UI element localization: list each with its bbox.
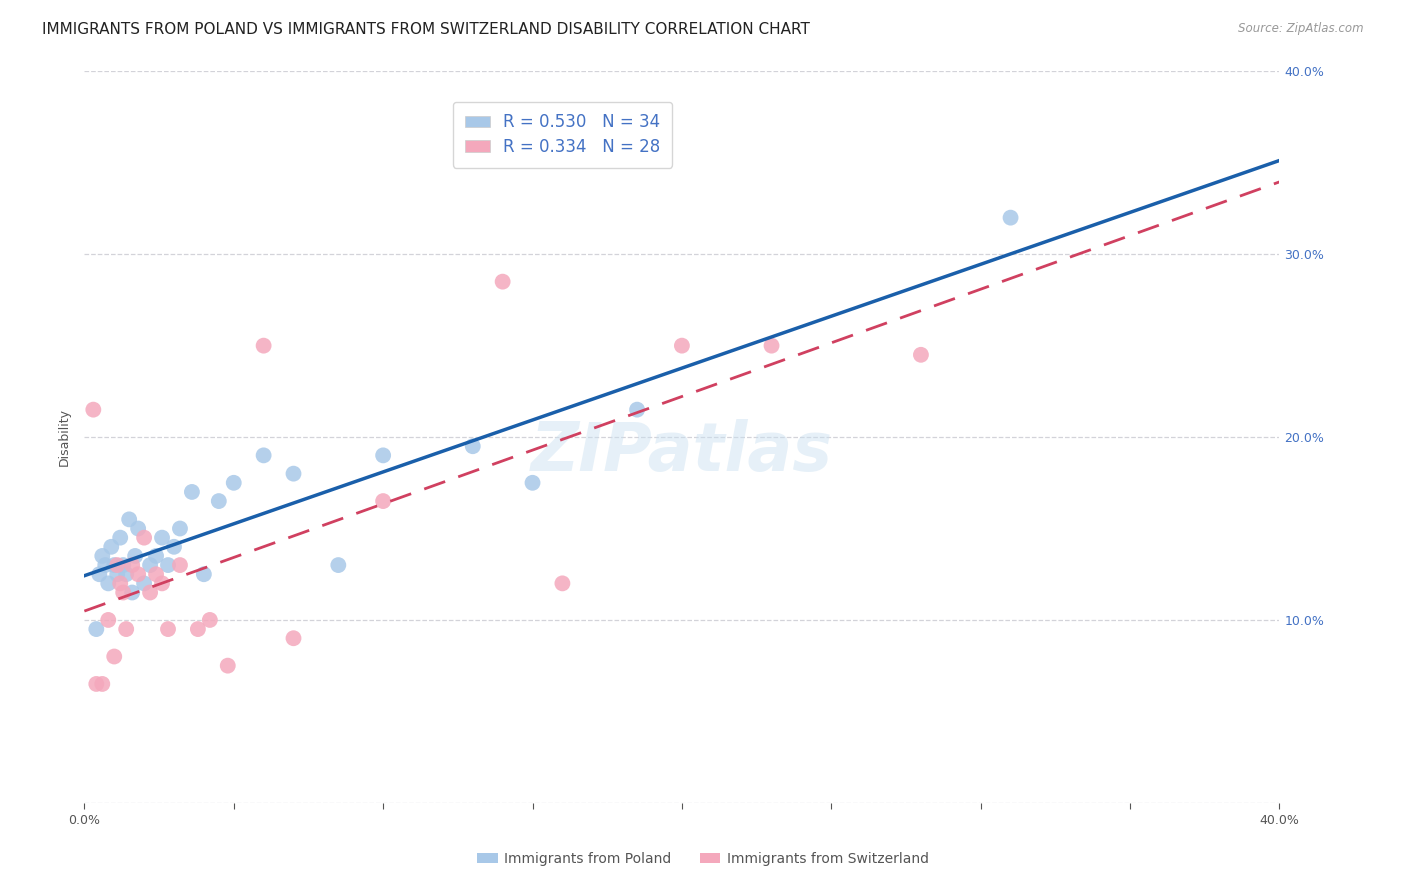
Point (91, 549, 114, 563)
Text: ZIPatlas: ZIPatlas (531, 418, 832, 484)
Point (115, 622, 138, 636)
Point (163, 540, 186, 554)
Point (110, 531, 132, 545)
Point (551, 576, 574, 591)
Y-axis label: Disability: Disability (58, 408, 72, 467)
Point (115, 567, 138, 582)
Point (671, 338, 693, 352)
Point (157, 622, 180, 636)
Point (217, 658, 239, 673)
Point (222, 475, 245, 490)
Point (373, 448, 395, 462)
Point (145, 549, 167, 563)
Point (127, 567, 149, 582)
Point (492, 275, 515, 289)
Point (253, 338, 276, 352)
Point (626, 402, 648, 417)
Point (1000, 211, 1022, 225)
Point (132, 576, 156, 591)
Point (110, 576, 132, 591)
Point (82, 402, 104, 417)
Legend: Immigrants from Poland, Immigrants from Switzerland: Immigrants from Poland, Immigrants from … (471, 847, 935, 871)
Point (253, 448, 276, 462)
Point (150, 576, 173, 591)
Point (97, 576, 120, 591)
Point (910, 348, 932, 362)
Point (522, 475, 544, 490)
Point (118, 512, 141, 526)
Point (139, 558, 162, 573)
Point (103, 558, 125, 573)
Point (150, 531, 173, 545)
Point (328, 558, 350, 573)
Point (132, 531, 156, 545)
Point (112, 585, 135, 599)
Point (198, 613, 221, 627)
Point (86, 677, 108, 691)
Point (124, 549, 146, 563)
Point (89, 567, 111, 582)
Point (121, 558, 143, 573)
Point (121, 585, 143, 599)
Point (208, 494, 231, 508)
Point (181, 485, 204, 500)
Point (187, 622, 209, 636)
Point (105, 558, 128, 573)
Point (139, 585, 162, 599)
Point (97, 613, 120, 627)
Text: Source: ZipAtlas.com: Source: ZipAtlas.com (1239, 22, 1364, 36)
Point (105, 567, 128, 582)
Point (103, 649, 125, 664)
Point (461, 439, 484, 453)
Point (761, 338, 783, 352)
Point (283, 632, 305, 646)
Point (86, 622, 108, 636)
Point (91, 677, 114, 691)
Legend: R = 0.530   N = 34, R = 0.334   N = 28: R = 0.530 N = 34, R = 0.334 N = 28 (453, 102, 672, 168)
Point (283, 467, 305, 481)
Point (169, 558, 191, 573)
Text: IMMIGRANTS FROM POLAND VS IMMIGRANTS FROM SWITZERLAND DISABILITY CORRELATION CHA: IMMIGRANTS FROM POLAND VS IMMIGRANTS FRO… (42, 22, 810, 37)
Point (100, 540, 122, 554)
Point (193, 567, 215, 582)
Point (127, 521, 149, 535)
Point (157, 558, 180, 573)
Point (145, 567, 167, 582)
Point (373, 494, 395, 508)
Point (112, 558, 135, 573)
Point (94, 558, 117, 573)
Point (169, 521, 191, 535)
